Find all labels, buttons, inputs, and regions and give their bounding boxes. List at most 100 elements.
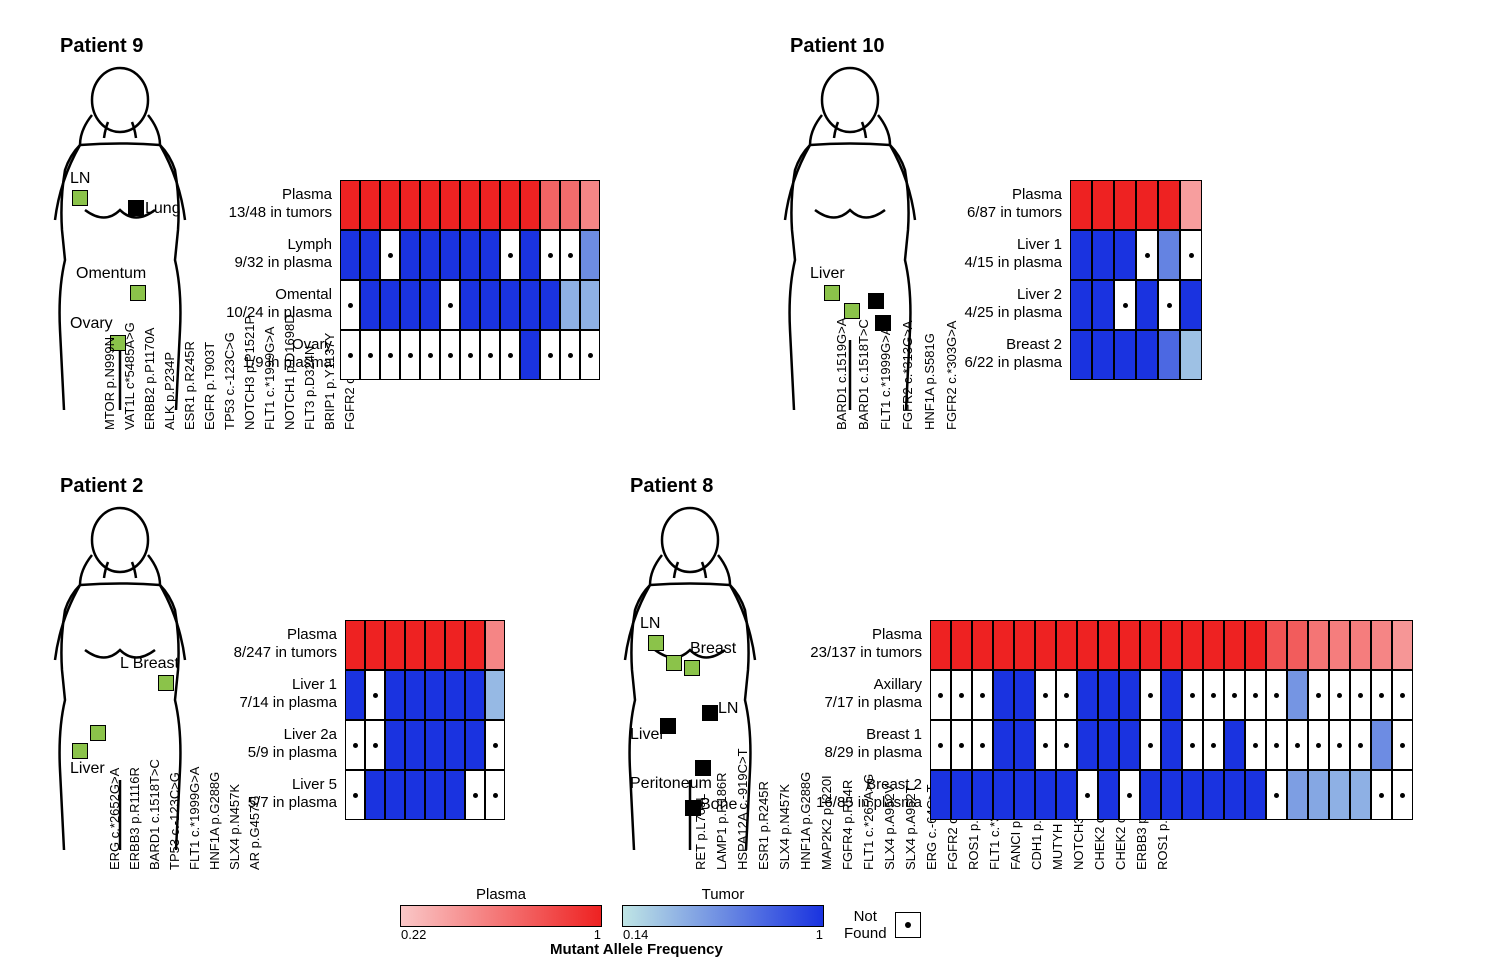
hm-cell	[1056, 770, 1077, 820]
body-diagram	[600, 500, 780, 875]
hm-cell	[1350, 720, 1371, 770]
hm-row-label: Ovary1/9 in plasma	[192, 336, 332, 372]
hm-cell	[1224, 720, 1245, 770]
hm-cell	[445, 720, 465, 770]
hm-cell	[1245, 620, 1266, 670]
hm-cell	[340, 330, 360, 380]
hm-cell	[1140, 770, 1161, 820]
hm-cell	[500, 330, 520, 380]
hm-row-label: Plasma6/87 in tumors	[922, 186, 1062, 222]
site-marker	[90, 725, 106, 741]
hm-cell	[1182, 620, 1203, 670]
hm-cell	[1014, 770, 1035, 820]
hm-cell	[445, 770, 465, 820]
hm-cell	[425, 670, 445, 720]
hm-cell	[1161, 670, 1182, 720]
hm-cell	[560, 230, 580, 280]
hm-cell	[1114, 180, 1136, 230]
hm-cell	[560, 180, 580, 230]
legend-notfound-label: Not Found	[844, 908, 887, 942]
hm-cell	[385, 670, 405, 720]
site-marker	[702, 705, 718, 721]
hm-row-label: Breast 26/22 in plasma	[922, 336, 1062, 372]
site-label: LN	[70, 170, 90, 188]
hm-cell	[380, 230, 400, 280]
hm-cell	[951, 670, 972, 720]
hm-cell	[1266, 720, 1287, 770]
hm-cell	[1092, 330, 1114, 380]
hm-cell	[1092, 230, 1114, 280]
hm-cell	[345, 670, 365, 720]
hm-cell	[520, 180, 540, 230]
hm-cell	[1158, 280, 1180, 330]
panel-p10: Patient 10 LiverBARD1 c.1519G>ABARD1 c.1…	[760, 30, 1480, 430]
hm-cell	[440, 330, 460, 380]
hm-row-label: Plasma13/48 in tumors	[192, 186, 332, 222]
hm-cell	[440, 280, 460, 330]
hm-cell	[1266, 620, 1287, 670]
hm-cell	[520, 280, 540, 330]
hm-cell	[1056, 620, 1077, 670]
hm-cell	[1329, 670, 1350, 720]
hm-cell	[400, 280, 420, 330]
hm-cell	[465, 670, 485, 720]
hm-cell	[930, 670, 951, 720]
hm-cell	[520, 230, 540, 280]
legend-notfound-box	[895, 912, 921, 938]
site-label: Liver	[810, 265, 845, 283]
hm-cell	[951, 720, 972, 770]
site-marker	[128, 200, 144, 216]
hm-cell	[1287, 720, 1308, 770]
site-marker	[844, 303, 860, 319]
site-marker	[648, 635, 664, 651]
hm-cell	[1136, 330, 1158, 380]
hm-cell	[972, 770, 993, 820]
hm-cell	[1035, 620, 1056, 670]
hm-cell	[930, 720, 951, 770]
hm-cell	[1308, 620, 1329, 670]
hm-row-label: Liver 2a5/9 in plasma	[207, 726, 337, 762]
hm-cell	[365, 770, 385, 820]
hm-cell	[500, 180, 520, 230]
hm-cell	[1245, 770, 1266, 820]
legend-tumor-label: Tumor	[702, 886, 745, 903]
hm-cell	[1114, 280, 1136, 330]
hm-row-label: Plasma8/247 in tumors	[207, 626, 337, 662]
site-marker	[72, 190, 88, 206]
site-marker	[130, 285, 146, 301]
hm-cell	[540, 280, 560, 330]
hm-cell	[1182, 670, 1203, 720]
site-marker	[824, 285, 840, 301]
tumor-gradient	[622, 905, 824, 927]
hm-cell	[460, 180, 480, 230]
hm-row-label: Liver 14/15 in plasma	[922, 236, 1062, 272]
hm-cell	[480, 230, 500, 280]
hm-cell	[1161, 720, 1182, 770]
hm-cell	[345, 770, 365, 820]
hm-cell	[1119, 670, 1140, 720]
hm-cell	[951, 620, 972, 670]
hm-cell	[400, 230, 420, 280]
hm-cell	[360, 280, 380, 330]
hm-cell	[1224, 670, 1245, 720]
hm-grid	[930, 620, 1413, 820]
hm-cell	[1329, 770, 1350, 820]
site-label: L Breast	[120, 655, 179, 673]
hm-cell	[340, 280, 360, 330]
hm-cell	[360, 330, 380, 380]
plasma-min-tick: 0.22	[401, 927, 426, 942]
hm-cell	[420, 330, 440, 380]
hm-row-label: Liver 17/14 in plasma	[207, 676, 337, 712]
hm-row-label: Breast 216/85 in plasma	[782, 776, 922, 812]
hm-cell	[540, 330, 560, 380]
hm-cell	[425, 720, 445, 770]
hm-cell	[540, 180, 560, 230]
hm-grid	[1070, 180, 1202, 380]
hm-row-label: Breast 18/29 in plasma	[782, 726, 922, 762]
site-label: Ovary	[70, 315, 113, 333]
hm-cell	[1136, 280, 1158, 330]
hm-cell	[1119, 620, 1140, 670]
patient-title: Patient 2	[60, 475, 143, 498]
hm-cell	[972, 620, 993, 670]
hm-cell	[380, 330, 400, 380]
